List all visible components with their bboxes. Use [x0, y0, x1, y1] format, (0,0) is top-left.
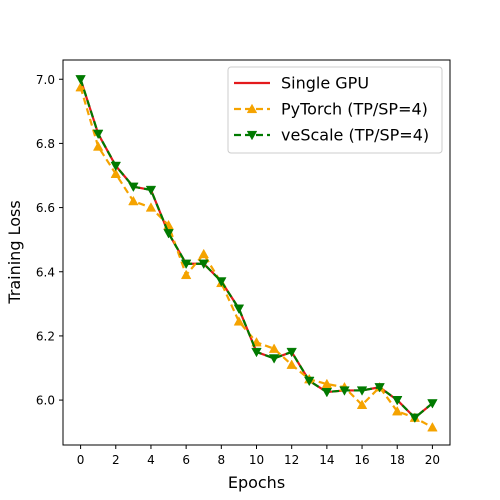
data-point-2-4 — [145, 202, 157, 212]
x-tick-label-6: 6 — [182, 453, 190, 467]
legend-entry-2: PyTorch (TP/SP=4) — [234, 100, 428, 119]
legend-box — [227, 66, 443, 154]
x-tick-label-4: 4 — [147, 453, 155, 467]
x-axis-label: Epochs — [228, 473, 285, 492]
data-point-3-8 — [216, 277, 227, 287]
data-point-3-13 — [304, 376, 315, 387]
data-point-2-3 — [128, 195, 139, 206]
data-point-2-14 — [321, 378, 333, 389]
series-layer — [75, 75, 438, 432]
legend-label-3: veScale (TP/SP=4) — [281, 126, 429, 145]
x-tick-label-12: 12 — [284, 453, 299, 467]
y-tick-label-2: 6.4 — [36, 265, 55, 279]
series-3 — [75, 75, 438, 424]
data-point-2-2 — [110, 168, 121, 178]
y-tick-label-1: 6.2 — [36, 329, 55, 343]
data-point-3-4 — [145, 185, 157, 196]
x-tick-label-20: 20 — [425, 453, 440, 467]
y-tick-label-5: 7.0 — [36, 73, 55, 87]
data-point-3-3 — [128, 182, 139, 193]
data-point-3-12 — [286, 347, 297, 358]
data-point-3-20 — [427, 399, 438, 409]
x-tick-label-10: 10 — [249, 453, 264, 467]
data-point-2-7 — [198, 248, 209, 259]
data-point-3-1 — [92, 129, 104, 140]
x-tick-label-18: 18 — [390, 453, 405, 467]
x-tick-label-2: 2 — [112, 453, 120, 467]
data-point-3-14 — [321, 387, 333, 398]
data-point-3-19 — [409, 413, 421, 424]
y-axis-label: Training Loss — [5, 200, 24, 304]
legend-label-1: Single GPU — [281, 74, 369, 93]
legend-label-2: PyTorch (TP/SP=4) — [281, 100, 428, 119]
data-point-3-10 — [251, 347, 262, 358]
axes-layer: 0 2 4 6 8 10 12 14 16 18 20 6.0 6.2 6.4 6.6 6.8 7.0 — [36, 59, 451, 467]
x-tick-label-14: 14 — [319, 453, 334, 467]
data-point-3-6 — [180, 259, 192, 270]
data-point-2-1 — [92, 141, 104, 151]
y-tick-label-0: 6.0 — [36, 394, 55, 408]
y-tick-label-3: 6.6 — [36, 201, 55, 215]
data-point-2-11 — [268, 343, 280, 353]
data-point-3-5 — [163, 229, 174, 239]
x-tick-label-8: 8 — [217, 453, 225, 467]
y-tick-label-4: 6.8 — [36, 137, 55, 151]
x-tick-label-0: 0 — [77, 453, 85, 467]
legend-entry-1: Single GPU — [234, 74, 369, 93]
data-point-3-2 — [110, 161, 121, 172]
data-point-2-0 — [75, 81, 86, 92]
data-point-3-11 — [268, 354, 280, 364]
data-point-3-18 — [392, 395, 403, 406]
x-tick-label-16: 16 — [354, 453, 369, 467]
data-point-3-17 — [374, 383, 385, 393]
data-point-2-9 — [233, 316, 245, 326]
data-point-2-18 — [392, 405, 403, 416]
data-point-3-16 — [356, 386, 368, 396]
data-point-3-15 — [339, 386, 350, 396]
legend-marker-3 — [246, 130, 258, 141]
series-2 — [75, 81, 438, 432]
data-point-3-7 — [198, 259, 209, 270]
legend-entry-3: veScale (TP/SP=4) — [234, 126, 429, 145]
data-point-3-9 — [233, 304, 245, 314]
data-point-3-0 — [75, 75, 86, 85]
data-point-2-16 — [356, 399, 368, 409]
data-point-2-12 — [286, 359, 297, 369]
legend-marker-2 — [246, 103, 258, 114]
data-point-2-6 — [180, 269, 192, 280]
legend: Single GPU PyTorch (TP/SP=4) veScale (TP/S… — [227, 66, 443, 154]
data-point-2-20 — [427, 422, 438, 432]
